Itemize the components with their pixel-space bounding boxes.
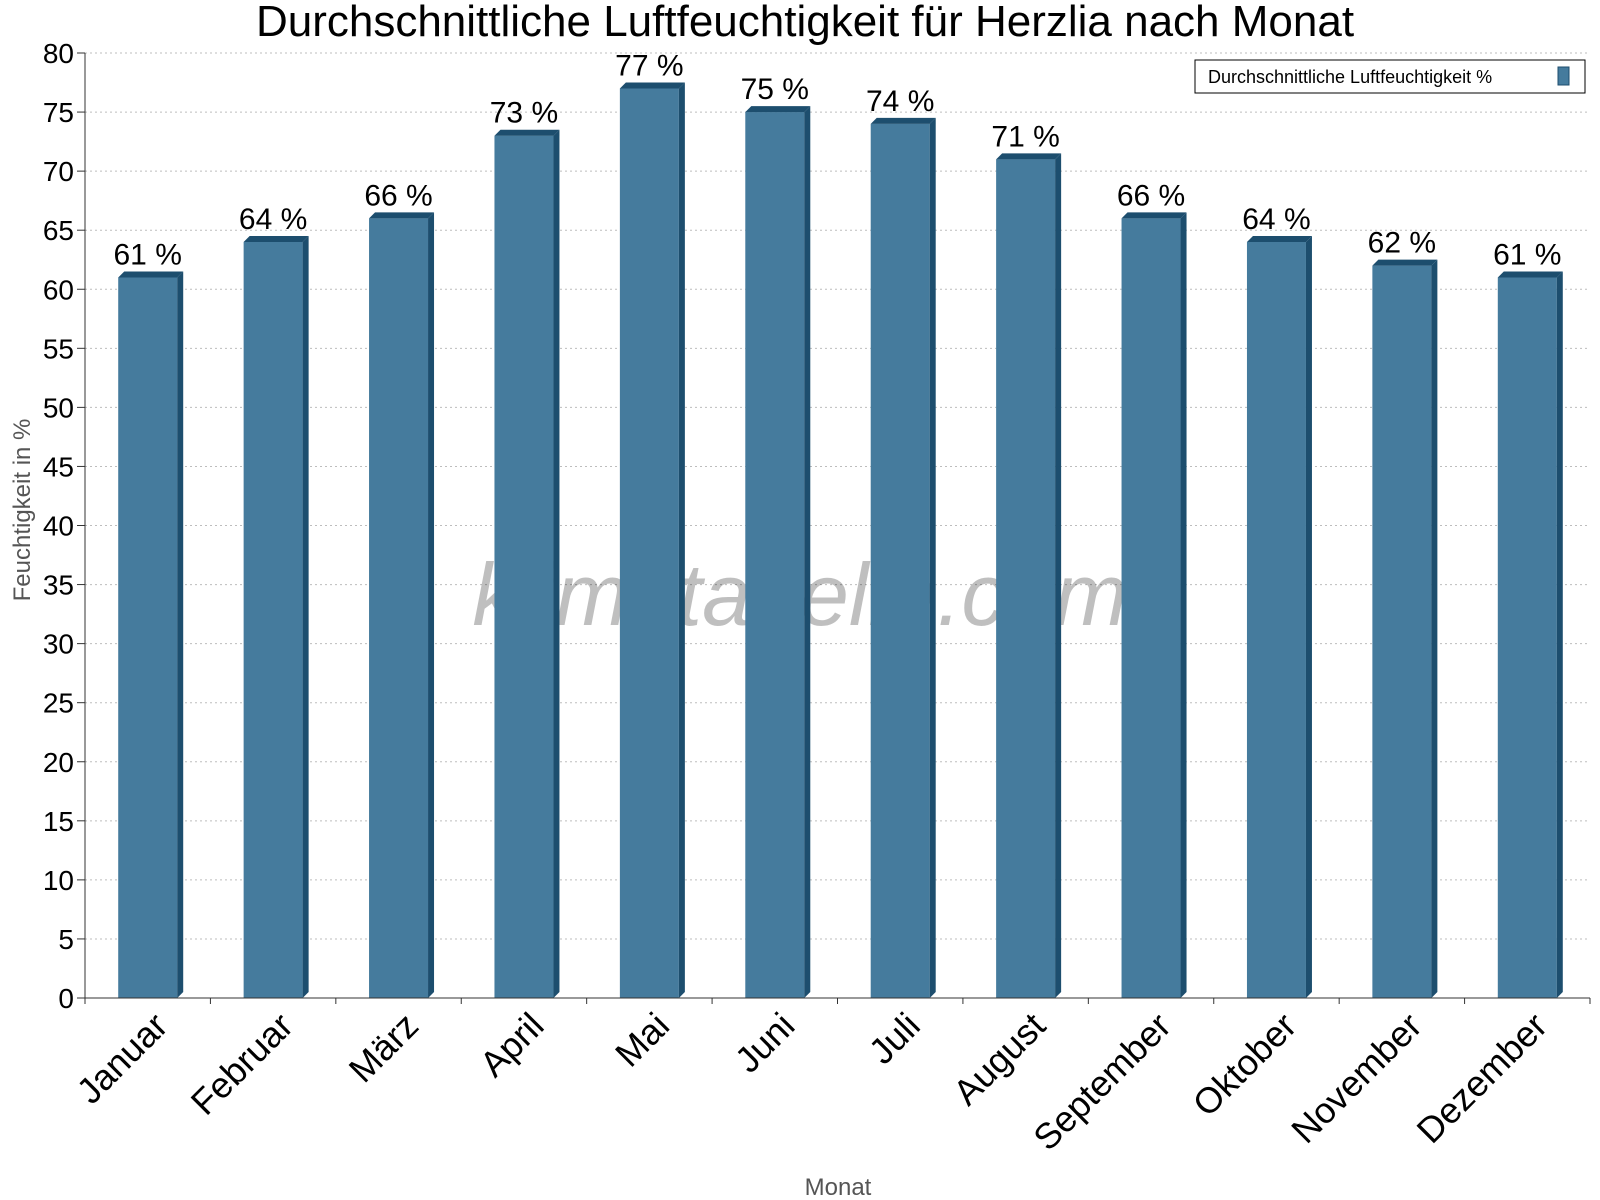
- bar: [118, 277, 178, 998]
- bar-side-face: [553, 129, 560, 998]
- grid-lines: [85, 52, 1590, 940]
- bar-top-face: [1372, 259, 1438, 266]
- y-tick-label: 30: [43, 629, 74, 660]
- bar-value-label: 62 %: [1368, 227, 1436, 260]
- legend: Durchschnittliche Luftfeuchtigkeit %: [1194, 59, 1586, 94]
- y-tick-label: 35: [43, 570, 74, 601]
- bar-value-label: 64 %: [1242, 203, 1310, 236]
- legend-label: Durchschnittliche Luftfeuchtigkeit %: [1208, 67, 1492, 87]
- bar-top-face: [118, 271, 184, 278]
- bar-side-face: [678, 82, 685, 998]
- bar-value-labels: 61 % 64 % 66 % 73 % 77 % 75 % 74 % 71 % 66 % 64 %…: [114, 49, 1562, 271]
- y-tick-label: 0: [58, 983, 74, 1014]
- bars: [118, 82, 1563, 998]
- bar-side-face: [428, 212, 435, 998]
- bar-side-face: [929, 117, 936, 998]
- bar-side-face: [1055, 153, 1062, 998]
- y-tick-label: 25: [43, 688, 74, 719]
- y-tick-label: 10: [43, 865, 74, 896]
- bar: [494, 135, 554, 998]
- y-tick-label: 75: [43, 97, 74, 128]
- bar: [1372, 265, 1432, 998]
- bar-top-face: [1121, 212, 1187, 219]
- y-tick-label: 5: [58, 924, 74, 955]
- bar-value-label: 61 %: [114, 238, 182, 271]
- y-tick-label: 55: [43, 333, 74, 364]
- bar-value-label: 64 %: [239, 203, 307, 236]
- bar: [1121, 218, 1181, 998]
- bar: [745, 112, 805, 998]
- bar-top-face: [494, 129, 560, 136]
- bar-value-label: 77 %: [615, 49, 683, 82]
- bar: [243, 242, 303, 998]
- y-tick-label: 60: [43, 274, 74, 305]
- chart-title: Durchschnittliche Luftfeuchtigkeit für H…: [256, 0, 1354, 46]
- bar: [619, 88, 679, 998]
- bar-side-face: [1180, 212, 1187, 998]
- bar: [369, 218, 429, 998]
- bar-side-face: [1305, 236, 1312, 998]
- y-tick-label: 20: [43, 747, 74, 778]
- legend-swatch: [1557, 66, 1570, 86]
- y-tick-label: 50: [43, 392, 74, 423]
- y-tick-label: 45: [43, 451, 74, 482]
- y-axis-title: Feuchtigkeit in %: [9, 419, 36, 602]
- bar-value-label: 71 %: [991, 120, 1059, 153]
- bar: [870, 123, 930, 998]
- bar-side-face: [1556, 271, 1563, 998]
- legend-box: [1194, 59, 1586, 94]
- bar-top-face: [369, 212, 435, 219]
- bar-value-label: 73 %: [490, 97, 558, 130]
- bar-top-face: [1497, 271, 1563, 278]
- bar-top-face: [870, 117, 936, 124]
- bar-top-face: [1246, 236, 1312, 242]
- bar-side-face: [302, 236, 309, 998]
- bar: [1497, 277, 1557, 998]
- bar-value-label: 66 %: [364, 179, 432, 212]
- bar-side-face: [177, 271, 184, 998]
- bar-top-face: [619, 82, 685, 89]
- y-tick-label: 70: [43, 156, 74, 187]
- y-tick-label: 15: [43, 806, 74, 837]
- bar: [996, 159, 1056, 998]
- bar-value-label: 66 %: [1117, 179, 1185, 212]
- y-tick-label: 80: [43, 38, 74, 69]
- bar-value-label: 75 %: [741, 73, 809, 106]
- y-tick-label: 65: [43, 215, 74, 246]
- bar-top-face: [243, 236, 309, 242]
- bar-side-face: [804, 106, 811, 998]
- bar-side-face: [1431, 259, 1438, 998]
- x-axis-title: Monat: [805, 1174, 872, 1200]
- bar-value-label: 74 %: [866, 85, 934, 118]
- bar-top-face: [996, 153, 1062, 160]
- bar: [1246, 242, 1306, 998]
- bar-top-face: [745, 106, 811, 113]
- y-tick-label: 40: [43, 511, 74, 542]
- bar-value-label: 61 %: [1493, 238, 1561, 271]
